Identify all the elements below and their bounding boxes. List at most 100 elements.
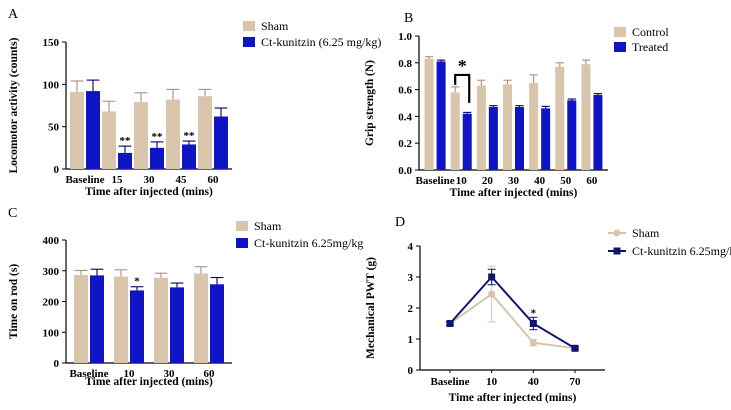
- significance-bracket: [454, 73, 471, 103]
- y-tick-label: 4: [408, 241, 414, 253]
- data-point: [446, 320, 454, 327]
- x-axis-title: Time after injected (mins): [449, 392, 577, 404]
- legend-label: Sham: [254, 219, 282, 233]
- y-tick-label: 3: [408, 272, 414, 284]
- bar: [194, 273, 208, 363]
- bar: [214, 116, 228, 169]
- data-point: [529, 320, 537, 327]
- legend-swatch: [614, 27, 626, 37]
- x-tick-label: 60: [204, 368, 216, 380]
- y-tick-label: 100: [43, 79, 60, 91]
- legend-swatch: [243, 21, 255, 31]
- x-axis-title: Time after injected (mins): [85, 186, 213, 198]
- bar: [114, 276, 128, 363]
- x-tick-label: 10: [456, 175, 468, 187]
- y-tick-label: 0.2: [398, 138, 412, 150]
- x-axis-title: Time after injected (mins): [450, 187, 578, 199]
- bar: [182, 144, 196, 169]
- y-axis-title: Time on rod (s): [8, 264, 20, 339]
- significance-marker: **: [184, 130, 196, 142]
- y-axis-title: Locomotor activity (counts): [8, 37, 20, 173]
- bar: [503, 84, 512, 170]
- bar: [450, 92, 460, 170]
- legend-label: Ct-kunitzin 6.25mg/kg: [254, 236, 363, 250]
- bar: [118, 152, 132, 169]
- legend-label: Treated: [632, 40, 668, 54]
- legend-label: Ct-kunitzin 6.25mg/kg: [632, 244, 731, 258]
- y-axis-title: Mechanical PWT (g): [365, 257, 377, 359]
- legend-label: Sham: [632, 226, 660, 240]
- panel-letter: C: [8, 206, 17, 221]
- significance-marker: *: [458, 56, 467, 76]
- legend-marker: [613, 247, 621, 255]
- y-tick-label: 0: [54, 358, 60, 370]
- y-tick-label: 0: [408, 365, 414, 377]
- y-tick-label: 100: [43, 327, 60, 339]
- bar: [462, 113, 472, 170]
- data-point: [529, 339, 537, 347]
- y-axis-title: Grip strength (N): [364, 60, 376, 146]
- x-tick-label: 70: [570, 376, 582, 388]
- legend: Sham Ct-kunitzin (6.25 mg/kg): [243, 19, 381, 49]
- panel-letter: A: [8, 7, 19, 22]
- bar: [555, 66, 565, 170]
- x-tick-label: 10: [486, 376, 498, 388]
- x-tick-label: Baseline: [69, 368, 108, 380]
- significance-marker: **: [152, 131, 164, 143]
- panel-c-rotarod-chart: 0 100 200 300 400 Time on rod (s) Time after i…: [8, 206, 363, 388]
- bar: [424, 58, 434, 170]
- x-tick-label: 20: [482, 175, 494, 187]
- bar: [593, 94, 603, 170]
- x-tick-label: Baseline: [430, 376, 469, 388]
- x-tick-label: 10: [124, 368, 136, 380]
- bar: [488, 107, 498, 170]
- y-tick-label: 0.8: [398, 58, 412, 70]
- x-tick-label: Baseline: [65, 174, 104, 186]
- bar: [70, 91, 84, 169]
- y-tick-label: 0.6: [398, 85, 412, 97]
- bar: [436, 61, 446, 170]
- significance-marker: **: [120, 135, 132, 147]
- x-tick-label: 30: [508, 175, 520, 187]
- bar: [86, 91, 100, 169]
- legend-label: Control: [632, 25, 669, 39]
- x-tick-label: 15: [112, 174, 124, 186]
- bar: [150, 147, 164, 169]
- panel-a-locomotor-chart: 0 50 100 150 Locomotor activity (counts) Time…: [8, 7, 381, 198]
- series-line: [449, 275, 576, 350]
- x-tick-label: 45: [176, 174, 188, 186]
- y-tick-label: 300: [43, 266, 60, 278]
- significance-marker: *: [531, 307, 537, 319]
- x-tick-label: Baseline: [416, 175, 455, 187]
- bar: [515, 107, 524, 170]
- bar: [102, 111, 116, 169]
- panel-d-mechanical-pwt-chart: 0 1 2 3 4 Mechanical PWT (g) Time after inject…: [365, 215, 731, 404]
- legend: Sham Ct-kunitzin 6.25mg/kg: [608, 226, 731, 258]
- bar: [529, 82, 539, 170]
- panel-b-grip-strength-chart: 0.0 0.2 0.4 0.6 0.8 1.0 Grip strength (N) Time …: [364, 11, 669, 199]
- bar: [581, 64, 591, 170]
- data-point: [571, 344, 579, 352]
- bar: [198, 96, 212, 169]
- panel-letter: D: [395, 215, 405, 230]
- x-tick-label: 40: [528, 376, 540, 388]
- significance-marker: *: [134, 276, 140, 288]
- y-tick-label: 0.4: [398, 111, 412, 123]
- x-axis-title: Time after injected (mins): [85, 376, 213, 388]
- bar: [210, 284, 224, 363]
- bar: [166, 99, 180, 169]
- legend-label: Ct-kunitzin (6.25 mg/kg): [261, 35, 381, 49]
- y-tick-label: 200: [43, 297, 60, 309]
- y-tick-label: 150: [43, 37, 60, 49]
- y-tick-label: 1: [408, 334, 414, 346]
- y-tick-label: 0: [54, 164, 60, 176]
- data-point: [488, 273, 496, 281]
- legend: Sham Ct-kunitzin 6.25mg/kg: [236, 219, 363, 250]
- bar: [74, 275, 88, 363]
- x-tick-label: 60: [208, 174, 220, 186]
- legend-swatch: [243, 37, 255, 47]
- data-point: [488, 290, 496, 298]
- panel-letter: B: [404, 11, 413, 26]
